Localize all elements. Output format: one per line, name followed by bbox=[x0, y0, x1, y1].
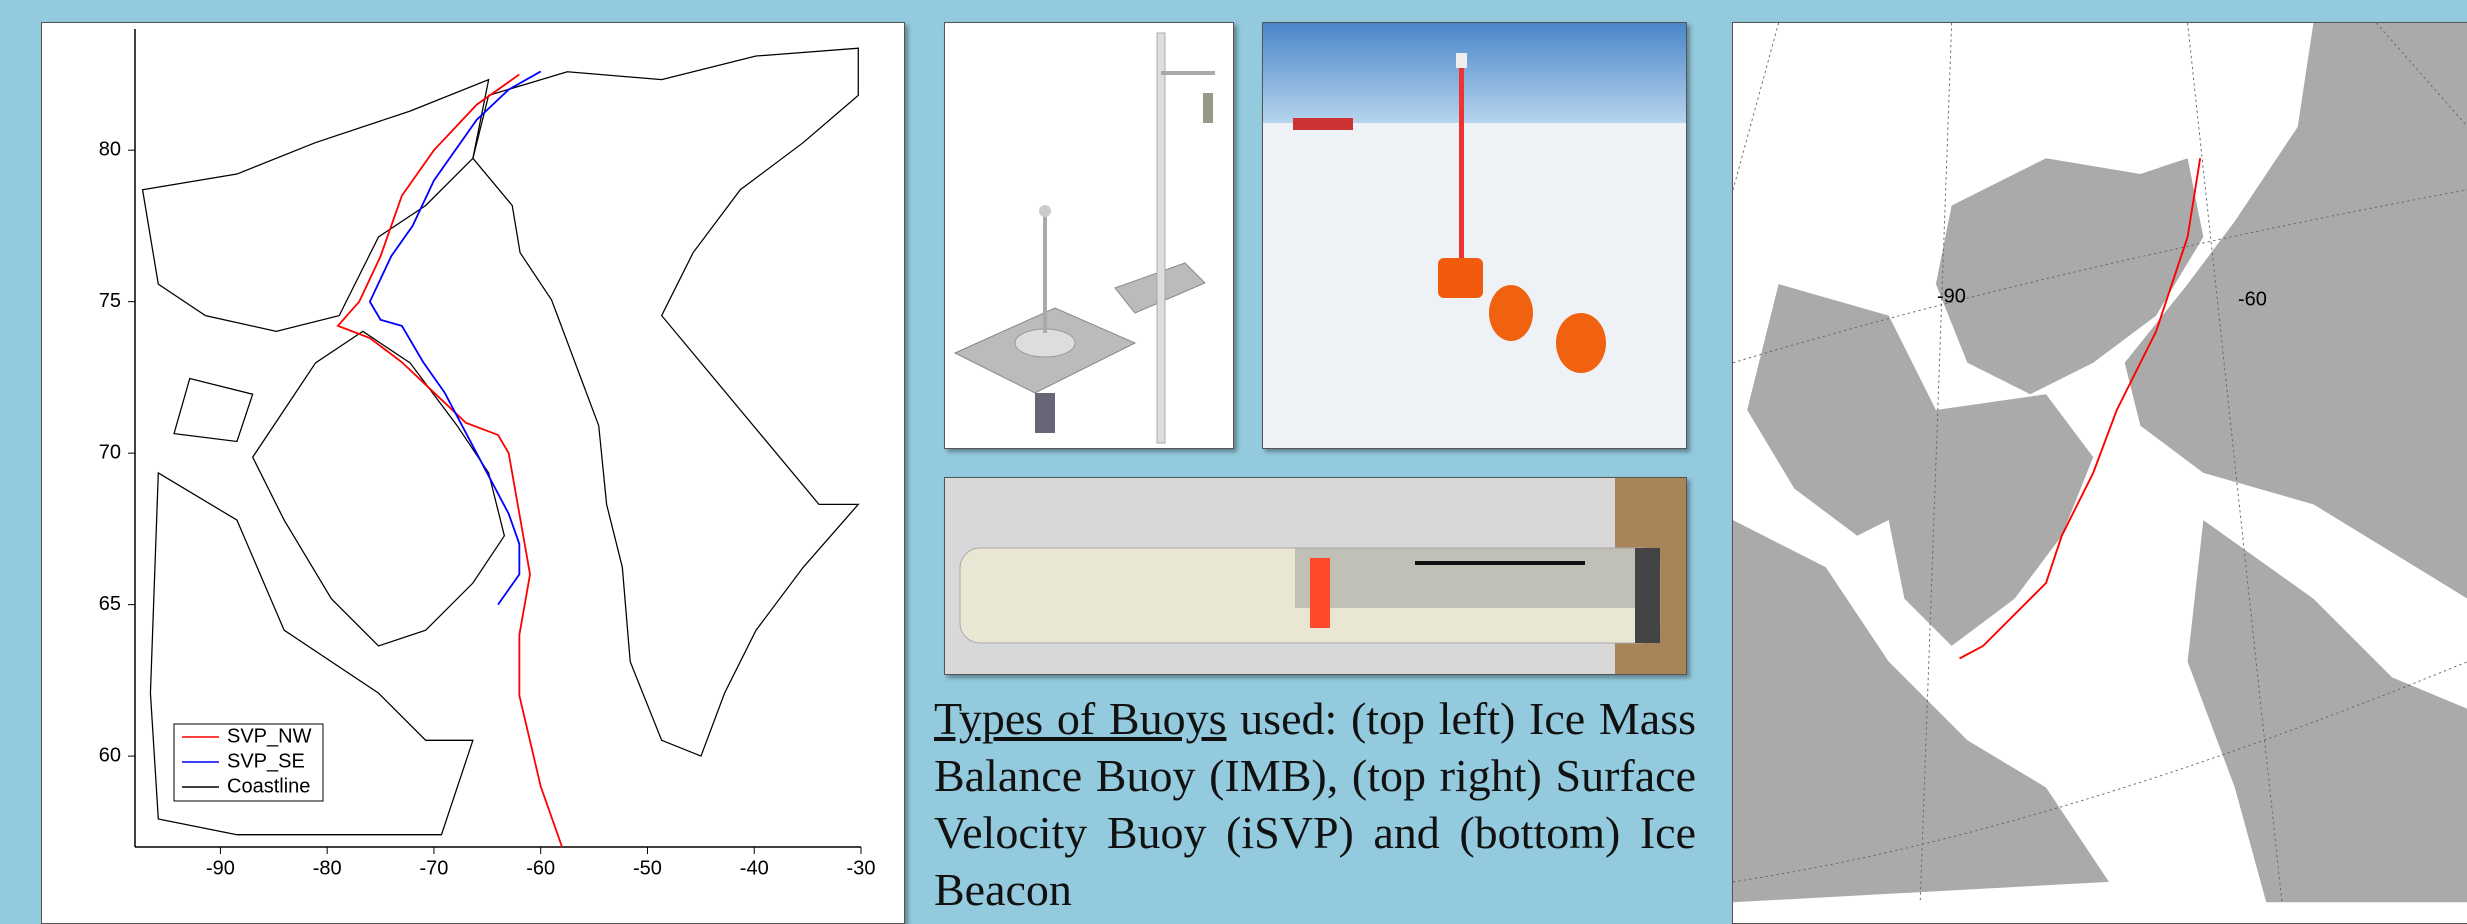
legend-label: SVP_NW bbox=[227, 725, 312, 747]
map-grid-label: -60 bbox=[2238, 288, 2267, 310]
beacon-illustration bbox=[945, 478, 1686, 674]
photo-imb bbox=[944, 22, 1234, 449]
chart: -90-80-70-60-50-40-306065707580SVP_NWSVP… bbox=[41, 22, 863, 901]
x-tick-label: -50 bbox=[633, 857, 662, 879]
imb-illustration bbox=[945, 23, 1233, 448]
map: -90 -60 bbox=[1733, 23, 2467, 923]
isvp-illustration bbox=[1263, 23, 1686, 448]
caption: Types of Buoys used: (top left) Ice Mass… bbox=[934, 690, 1696, 918]
y-tick-label: 80 bbox=[99, 138, 121, 160]
track-line bbox=[338, 74, 562, 847]
map-grid-label: -90 bbox=[1937, 285, 1966, 307]
y-tick-label: 60 bbox=[99, 744, 121, 766]
x-tick-label: -80 bbox=[313, 857, 342, 879]
x-tick-label: -90 bbox=[206, 857, 235, 879]
y-tick-label: 65 bbox=[99, 593, 121, 615]
photo-isvp bbox=[1262, 22, 1687, 449]
caption-emphasis: Types of Buoys bbox=[934, 693, 1226, 744]
x-tick-label: -70 bbox=[419, 857, 448, 879]
coastline-map bbox=[143, 48, 859, 835]
track-line bbox=[370, 71, 541, 604]
x-tick-label: -30 bbox=[847, 857, 876, 879]
photo-beacon bbox=[944, 477, 1687, 675]
map-panel: -90 -60 bbox=[1732, 22, 2467, 924]
page: -90 -80 -70 -60 -50 -40 -30 60 65 70 75 80 SVP_NW SVP… bbox=[0, 0, 2467, 901]
y-tick-label: 75 bbox=[99, 290, 121, 312]
x-tick-label: -40 bbox=[740, 857, 769, 879]
y-tick-label: 70 bbox=[99, 441, 121, 463]
x-tick-label: -60 bbox=[526, 857, 555, 879]
plot-panel: -90 -80 -70 -60 -50 -40 -30 60 65 70 75 80 SVP_NW SVP… bbox=[41, 22, 905, 924]
legend-label: SVP_SE bbox=[227, 750, 305, 772]
legend-label: Coastline bbox=[227, 775, 310, 797]
